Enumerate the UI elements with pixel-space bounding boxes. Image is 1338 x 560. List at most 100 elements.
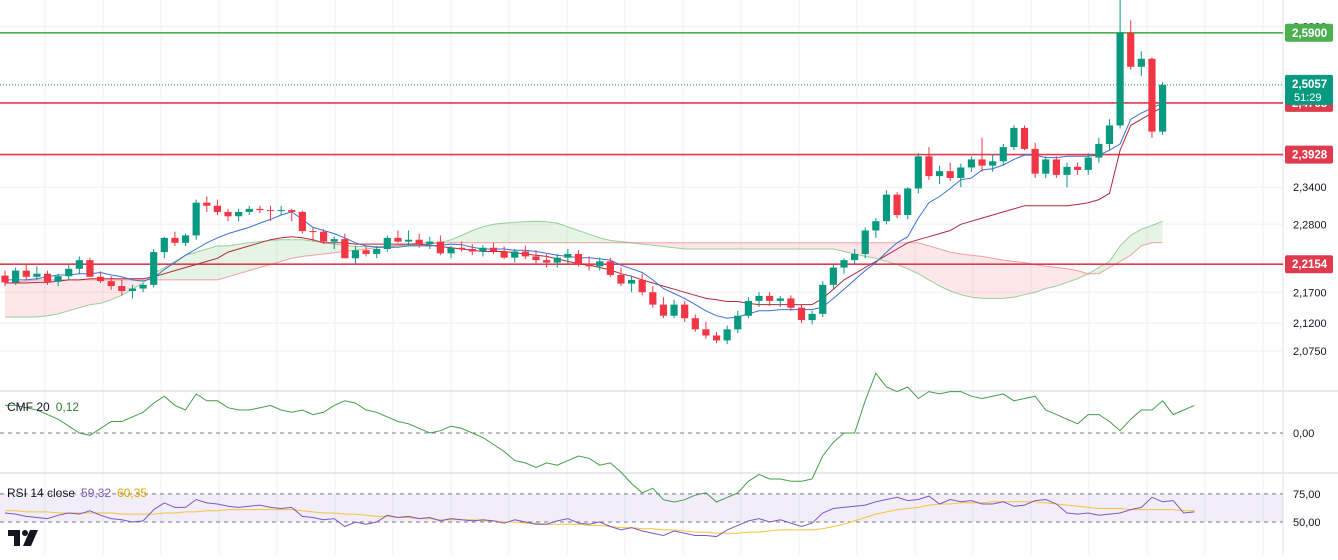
candle [1,270,9,287]
candle [245,205,253,216]
candle [840,258,848,274]
candle-body [712,335,721,341]
candle-body [829,267,837,285]
candle-body [1031,148,1039,174]
candle-body [989,161,997,166]
candle [851,249,859,264]
level-price-label: 2,2154 [1292,259,1328,271]
candle [691,314,699,332]
cloud-segment [259,240,271,268]
candle [797,304,806,324]
candle [967,156,976,172]
candle-body [978,159,986,166]
candle-body [43,273,52,282]
candle [638,273,646,296]
candle-body [235,211,243,217]
bar-countdown-label: 51:29 [1294,92,1322,104]
cloud-segment [918,242,929,280]
cloud-segment [249,241,260,271]
candle-body [373,249,381,254]
candle [606,257,614,277]
candle [1052,156,1060,178]
candle [150,249,158,288]
candle [989,155,997,172]
candle-body [819,284,827,314]
cloud-segment [822,242,834,250]
cloud-segment [1109,245,1121,268]
cloud-segment [759,242,770,250]
candle [872,218,880,238]
candle-body [734,315,742,330]
candle-body [914,156,922,189]
candle-body [872,221,880,231]
candle-body [670,304,678,316]
candle-body [766,295,774,301]
candle-body [139,284,147,289]
cloud-segment [790,242,802,250]
cloud-segment [68,279,80,311]
candle-body [1116,32,1124,126]
cloud-segment [323,242,335,254]
ichimoku-cloud [4,220,1163,318]
candle [702,321,710,339]
cloud-segment [270,239,282,265]
candle-body [277,210,285,212]
cloud-segment [472,226,483,243]
cmf-line [5,372,1195,503]
cloud-segment [652,242,664,247]
tradingview-logo-icon[interactable] [8,530,40,551]
candle-body [54,276,62,282]
candle [904,187,912,220]
candle [659,297,668,319]
candle [256,205,264,214]
candle-body [681,304,689,319]
cloud-segment [960,253,972,298]
cloud-segment [567,226,579,243]
candle [288,208,296,222]
cloud-segment [684,242,696,250]
candle-body [957,167,965,178]
candle [330,236,338,250]
candle [468,244,476,256]
rsi-line [4,495,1195,538]
cloud-segment [897,242,908,269]
candle [447,245,455,259]
candle-body [12,270,20,283]
candle-body [192,202,200,236]
rsi-legend[interactable]: RSI 14 close 59,32 60,35 [7,486,153,500]
candle-body [288,210,296,212]
candle [351,245,360,265]
candle-body [1158,84,1167,132]
cloud-segment [843,242,855,254]
cloud-segment [674,242,685,250]
candle [500,246,508,259]
candle-body [1074,166,1082,170]
candle-body [617,274,625,284]
candle-body [1095,143,1103,158]
candle-body [447,247,455,254]
cmf-value: 0,12 [55,400,80,414]
candle [596,257,604,271]
cloud-segment [971,255,983,299]
candle [723,325,731,345]
candle [266,205,275,222]
cloud-segment [5,282,16,317]
cloud-segment [939,249,951,292]
candle [1105,119,1114,151]
candle [394,230,402,243]
cloud-segment [302,239,313,257]
cloud-segment [950,252,961,295]
cloud-segment [557,223,568,243]
cmf-legend[interactable]: CMF 20 0,12 [7,400,85,414]
last-price-label: 2,5057 [1292,79,1327,91]
level-price-badge [1285,255,1333,274]
candle-body [75,260,83,269]
cloud-segment [992,258,1004,299]
cloud-segment [1141,225,1152,246]
candle [1116,0,1124,129]
candle-body [882,194,891,222]
cloud-segment [886,242,898,265]
candle [670,299,678,319]
